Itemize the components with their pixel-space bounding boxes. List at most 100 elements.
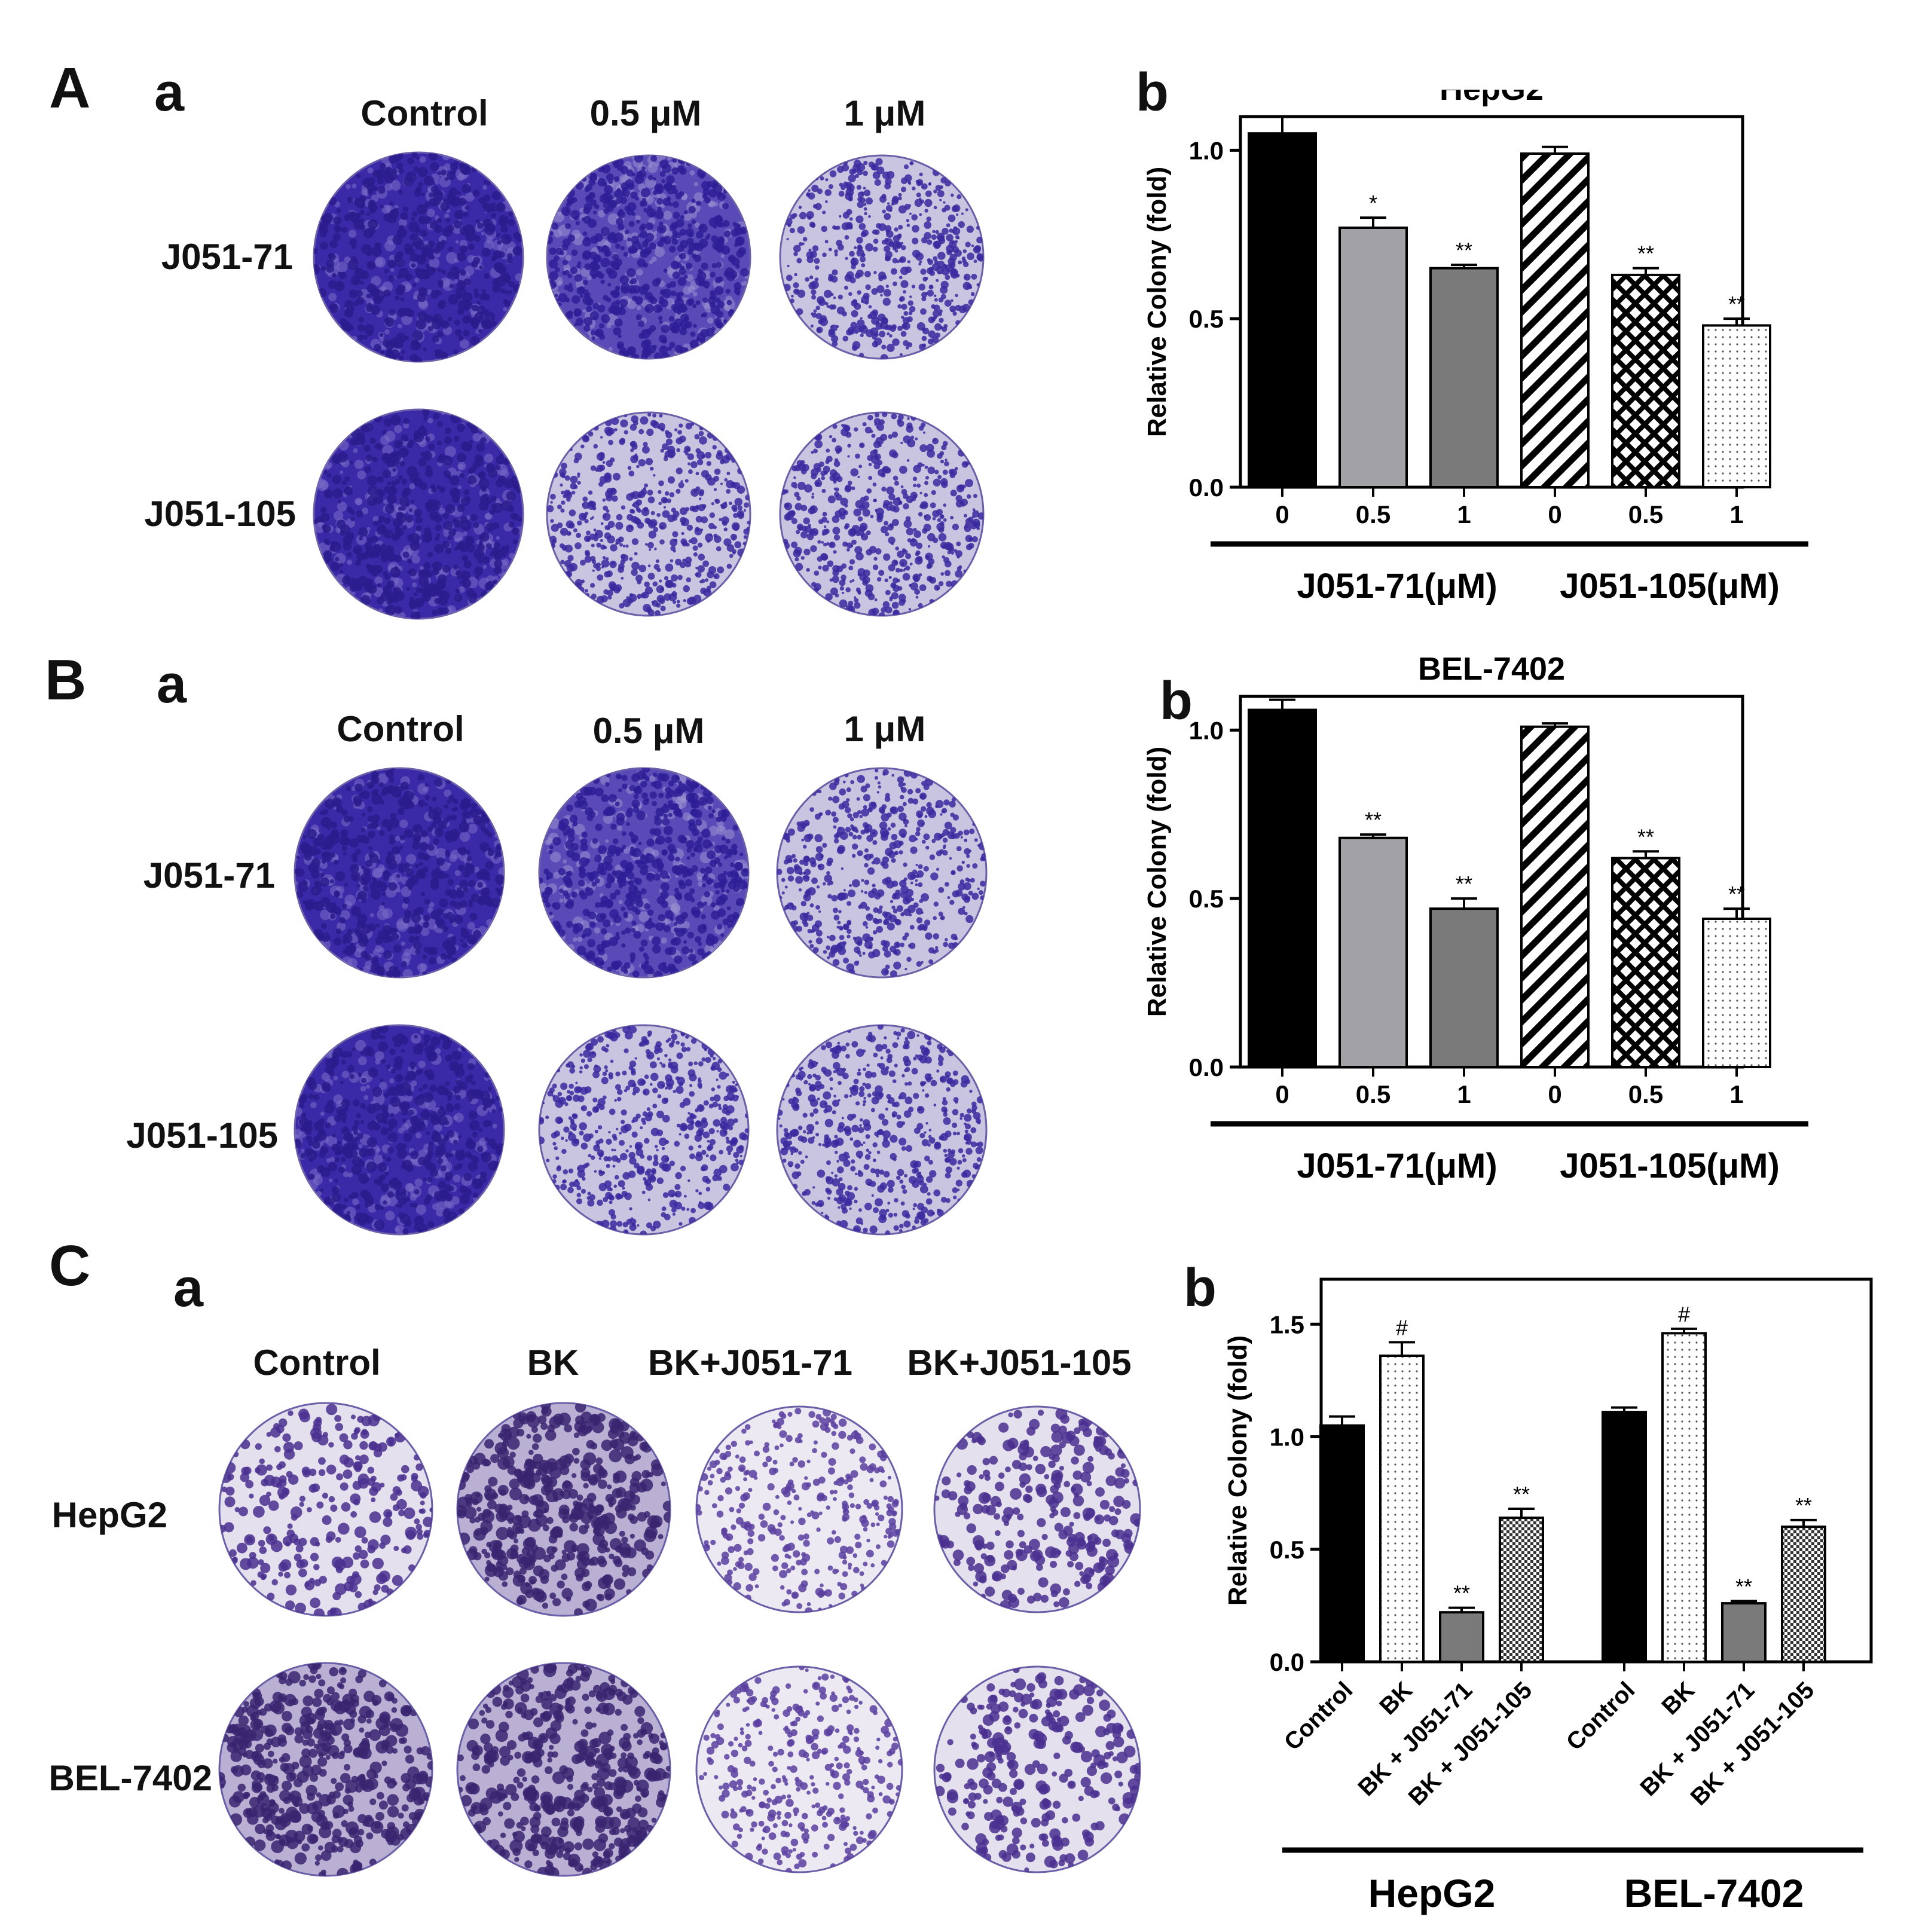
x-tick-label: 0 xyxy=(1548,500,1561,528)
y-tick-label: 0.5 xyxy=(1189,885,1224,913)
y-tick-label: 1.0 xyxy=(1189,136,1224,164)
panel-a-sublabel-b: b xyxy=(1136,63,1169,123)
plate-c-hepg2-bk-j051-71 xyxy=(695,1405,903,1613)
bar xyxy=(1379,1355,1425,1663)
significance-marker: ** xyxy=(1456,238,1472,262)
panel-letter-c: C xyxy=(49,1234,91,1298)
bar xyxy=(1520,725,1590,1068)
x-tick-label: 0.5 xyxy=(1356,1080,1390,1108)
bar xyxy=(1338,836,1408,1068)
significance-marker: * xyxy=(1369,191,1377,215)
panel-a-col-header-0-5: 0.5 μM xyxy=(589,93,702,133)
x-tick-label: 1 xyxy=(1729,500,1743,528)
significance-marker: ** xyxy=(1637,824,1654,849)
group-label: J051-71(μM) xyxy=(1297,1147,1497,1185)
panel-a-sublabel-a: a xyxy=(154,63,185,123)
panel-letter-a: A xyxy=(49,56,91,120)
group-label: J051-71(μM) xyxy=(1297,567,1497,606)
panel-b-col-header-0-5: 0.5 μM xyxy=(592,711,705,751)
panel-c-row-header-hepg2: HepG2 xyxy=(51,1495,167,1535)
bar xyxy=(1499,1517,1544,1664)
x-tick-label: 1 xyxy=(1729,1080,1743,1108)
significance-marker: ** xyxy=(1453,1581,1470,1606)
group-label: HepG2 xyxy=(1368,1871,1496,1915)
x-tick-label: 0.5 xyxy=(1628,1080,1663,1108)
chart-hepg2: HepG2 0.0 0.5 1.0 Relative Colony (fold) 0 * 0.… xyxy=(1142,90,1808,606)
plate-b-j051-71-control xyxy=(294,767,505,979)
bar xyxy=(1661,1332,1707,1663)
x-tick-label: Control xyxy=(1279,1677,1358,1756)
y-axis-label: Relative Colony (fold) xyxy=(1223,1335,1252,1606)
plate-b-j051-105-0-5 xyxy=(538,1024,750,1236)
panel-c-sublabel-b: b xyxy=(1184,1258,1217,1318)
y-tick-label: 0.5 xyxy=(1189,305,1224,333)
panel-c-plates xyxy=(218,1402,1141,1877)
group-label: J051-105(μM) xyxy=(1560,567,1780,606)
plate-a-j051-105-0-5 xyxy=(546,411,751,617)
x-tick-label: 1 xyxy=(1457,1080,1471,1108)
panel-letter-b: B xyxy=(45,648,87,712)
significance-marker: ** xyxy=(1795,1493,1812,1518)
x-tick-label: 0 xyxy=(1548,1080,1561,1108)
panel-a-row-header-j051-105: J051-105 xyxy=(144,494,296,534)
significance-marker: ** xyxy=(1637,242,1654,266)
panel-b-col-header-control: Control xyxy=(337,709,464,749)
y-tick-label: 0.0 xyxy=(1270,1648,1304,1676)
bar xyxy=(1429,907,1499,1068)
panel-a-col-header-control: Control xyxy=(360,93,488,133)
panel-b-col-header-1: 1 μM xyxy=(844,709,926,749)
bar xyxy=(1611,273,1680,488)
bar xyxy=(1248,132,1317,488)
panel-b-row-header-j051-105: J051-105 xyxy=(126,1115,278,1155)
significance-marker: # xyxy=(1678,1302,1690,1326)
panel-c-col-header-bk-j051-105: BK+J051-105 xyxy=(907,1343,1132,1383)
bar xyxy=(1702,324,1771,488)
x-tick-label: 0.5 xyxy=(1628,500,1663,528)
plate-c-hepg2-control xyxy=(218,1402,433,1617)
plate-b-j051-71-0-5 xyxy=(538,767,750,979)
bar xyxy=(1702,918,1771,1068)
significance-marker: ** xyxy=(1735,1574,1752,1598)
panel-c-row-header-bel-7402: BEL-7402 xyxy=(48,1758,212,1798)
plate-c-bel-7402-bk-j051-71 xyxy=(695,1665,903,1873)
bar xyxy=(1429,267,1499,488)
y-tick-label: 1.0 xyxy=(1189,716,1224,744)
plate-c-hepg2-bk-j051-105 xyxy=(933,1405,1141,1613)
panel-b-row-header-j051-71: J051-71 xyxy=(143,855,275,895)
x-tick-label: 0 xyxy=(1275,1080,1289,1108)
panel-b-plates xyxy=(294,767,988,1236)
group-label: J051-105(μM) xyxy=(1560,1147,1780,1185)
bar xyxy=(1611,857,1680,1068)
chart-bel-7402: BEL-7402 0.0 0.5 1.0 Relative Colony (fold) 0… xyxy=(1142,651,1808,1185)
bar xyxy=(1439,1611,1484,1663)
y-tick-label: 0.0 xyxy=(1189,473,1224,502)
bar xyxy=(1781,1526,1826,1663)
group-label: BEL-7402 xyxy=(1624,1871,1804,1915)
plate-c-bel-7402-bk-j051-105 xyxy=(933,1665,1141,1873)
x-tick-label: BK xyxy=(1657,1677,1700,1720)
plate-a-j051-71-0-5 xyxy=(546,154,751,360)
y-axis-label: Relative Colony (fold) xyxy=(1142,167,1172,437)
y-tick-label: 1.0 xyxy=(1270,1423,1304,1451)
plate-a-j051-105-1 xyxy=(779,411,985,617)
panel-a-plates xyxy=(313,151,985,620)
y-axis-label: Relative Colony (fold) xyxy=(1142,747,1172,1017)
plate-c-hepg2-bk xyxy=(456,1402,671,1617)
bar xyxy=(1248,708,1317,1068)
plate-a-j051-71-control xyxy=(313,151,524,363)
panel-a-row-header-j051-71: J051-71 xyxy=(161,237,293,277)
x-tick-label: Control xyxy=(1561,1677,1640,1756)
x-tick-label: 0.5 xyxy=(1356,500,1390,528)
y-tick-label: 1.5 xyxy=(1270,1310,1304,1338)
bar xyxy=(1319,1424,1365,1663)
plate-b-j051-105-control xyxy=(294,1024,505,1236)
significance-marker: ** xyxy=(1513,1482,1530,1506)
significance-marker: ** xyxy=(1728,882,1745,906)
panel-b-sublabel-b: b xyxy=(1160,671,1193,731)
plate-c-bel-7402-bk xyxy=(456,1662,671,1877)
y-tick-label: 0.5 xyxy=(1270,1536,1304,1564)
chart-title: BEL-7402 xyxy=(1418,651,1565,687)
bar xyxy=(1602,1411,1647,1663)
panel-c-col-header-bk-j051-71: BK+J051-71 xyxy=(648,1343,852,1383)
plate-a-j051-105-control xyxy=(313,408,524,620)
